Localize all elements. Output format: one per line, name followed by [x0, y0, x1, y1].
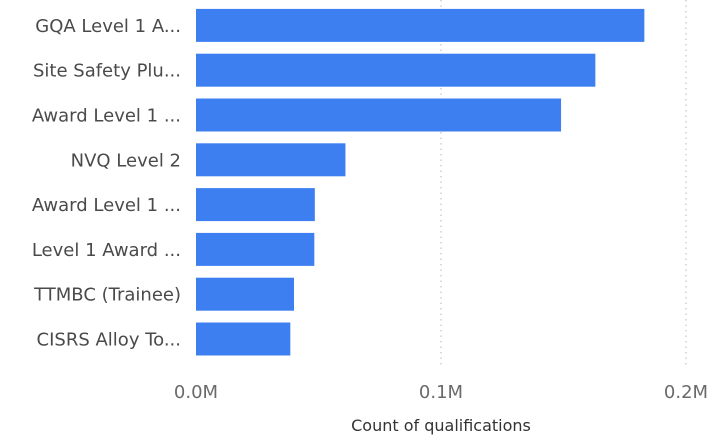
x-tick-label: 0.0M: [174, 382, 218, 403]
x-axis-title: Count of qualifications: [351, 416, 531, 435]
category-label: Award Level 1 ...: [32, 195, 181, 216]
bar[interactable]: [196, 8, 645, 42]
category-label: Site Safety Plu...: [33, 61, 181, 82]
category-label: Level 1 Award ...: [32, 240, 181, 261]
category-label: CISRS Alloy To...: [37, 330, 181, 351]
bar[interactable]: [196, 143, 346, 177]
x-tick-labels: 0.0M 0.1M 0.2M: [174, 382, 708, 403]
bar[interactable]: [196, 98, 562, 132]
bars: [196, 8, 645, 356]
category-label: Award Level 1 ...: [32, 106, 181, 127]
category-label: GQA Level 1 A...: [35, 16, 181, 37]
x-tick-label: 0.1M: [419, 382, 463, 403]
x-tick-label: 0.2M: [664, 382, 708, 403]
bar[interactable]: [196, 53, 596, 87]
bar[interactable]: [196, 232, 315, 266]
category-labels: GQA Level 1 A... Site Safety Plu... Award …: [32, 16, 181, 351]
category-label: NVQ Level 2: [71, 150, 181, 171]
category-label: TTMBC (Trainee): [33, 285, 181, 306]
bar[interactable]: [196, 322, 291, 356]
bar[interactable]: [196, 188, 315, 222]
bar[interactable]: [196, 277, 294, 311]
